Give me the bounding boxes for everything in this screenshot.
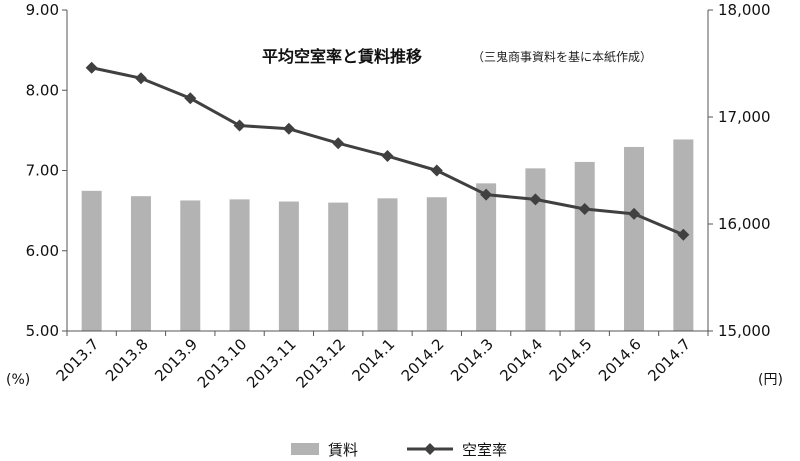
x-tick-label: 2013.12 — [292, 335, 349, 392]
vacancy-point — [677, 228, 690, 241]
x-tick-label: 2014.5 — [546, 335, 596, 385]
x-tick-label: 2014.7 — [644, 335, 694, 385]
vacancy-point — [282, 122, 295, 135]
vacancy-point — [529, 193, 542, 206]
x-tick-label: 2013.8 — [102, 335, 152, 385]
x-tick-label: 2014.3 — [447, 335, 497, 385]
right-tick-label: 18,000 — [718, 1, 771, 19]
right-tick-label: 15,000 — [718, 322, 771, 340]
left-tick-label: 8.00 — [26, 81, 59, 99]
legend-rent-label: 賃料 — [328, 441, 358, 459]
legend-vacancy-marker — [424, 443, 436, 455]
x-tick-label: 2013.10 — [194, 335, 251, 392]
vacancy-point — [332, 137, 345, 150]
left-tick-label: 5.00 — [26, 322, 59, 340]
rent-bar — [229, 199, 250, 331]
x-tick-label: 2014.2 — [398, 335, 448, 385]
rent-bar — [426, 197, 447, 331]
right-y-ticks: 15,000 16,000 17,000 18,000 — [708, 1, 771, 340]
vacancy-point — [85, 61, 98, 74]
x-tick-label: 2014.4 — [496, 335, 546, 385]
rent-bar — [377, 198, 398, 331]
x-tick-label: 2014.1 — [348, 335, 398, 385]
rent-bar — [81, 190, 102, 331]
rent-bar — [130, 196, 151, 331]
vacancy-line-series — [85, 61, 690, 241]
left-tick-label: 7.00 — [26, 162, 59, 180]
chart-title: 平均空室率と賃料推移 — [262, 47, 422, 66]
x-tick-label: 2013.11 — [243, 335, 300, 392]
x-tick-label: 2013.9 — [151, 335, 201, 385]
vacancy-point — [381, 150, 394, 163]
left-tick-label: 9.00 — [26, 1, 59, 19]
x-tick-label: 2013.7 — [53, 335, 103, 385]
rent-bar — [180, 200, 201, 331]
vacancy-point — [578, 203, 591, 216]
legend-rent-swatch — [291, 443, 319, 455]
rent-bar — [624, 146, 645, 331]
vacancy-point — [134, 72, 147, 85]
vacancy-point — [628, 207, 641, 220]
rent-bar — [574, 161, 595, 331]
x-tick-label: 2014.6 — [595, 335, 645, 385]
vacancy-point — [233, 119, 246, 132]
vacancy-point — [480, 188, 493, 201]
chart-subtitle: （三鬼商事資料を基に本紙作成） — [472, 49, 652, 64]
left-axis-unit: (%) — [6, 372, 30, 388]
rent-bar — [328, 202, 349, 331]
right-tick-label: 17,000 — [718, 108, 771, 126]
legend: 賃料 空室率 — [291, 441, 507, 459]
left-tick-label: 6.00 — [26, 242, 59, 260]
rent-bar — [476, 183, 497, 331]
rent-bar — [525, 168, 546, 331]
vacancy-point — [184, 92, 197, 105]
rent-bars — [81, 139, 694, 331]
right-axis-unit: (円) — [758, 372, 783, 388]
rent-bar — [278, 201, 299, 331]
vacancy-point — [430, 164, 443, 177]
left-y-ticks: 5.00 6.00 7.00 8.00 9.00 — [26, 1, 67, 340]
right-tick-label: 16,000 — [718, 215, 771, 233]
legend-vacancy-label: 空室率 — [462, 441, 507, 459]
